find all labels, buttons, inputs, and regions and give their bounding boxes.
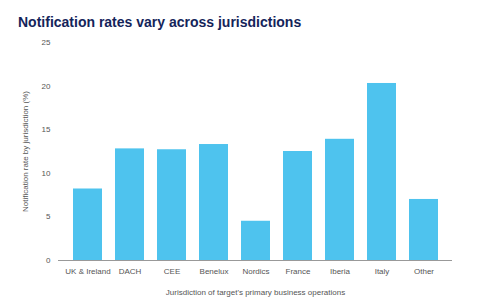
svg-text:10: 10: [42, 169, 51, 178]
svg-text:CEE: CEE: [164, 267, 180, 276]
svg-text:Benelux: Benelux: [200, 267, 229, 276]
svg-text:20: 20: [42, 82, 51, 91]
svg-text:Notification rate by jurisdict: Notification rate by jurisdiction (%): [21, 91, 30, 212]
svg-text:Italy: Italy: [375, 267, 390, 276]
svg-text:DACH: DACH: [119, 267, 142, 276]
svg-text:Other: Other: [414, 267, 434, 276]
svg-text:UK & Ireland: UK & Ireland: [65, 267, 110, 276]
svg-text:Nordics: Nordics: [242, 267, 269, 276]
html-text:Notification rates vary across: Notification rates vary across jurisdict…: [18, 14, 302, 30]
svg-text:25: 25: [42, 38, 51, 47]
svg-text:France: France: [286, 267, 311, 276]
svg-text:Iberia: Iberia: [330, 267, 351, 276]
svg-text:Jurisdiction of target's prima: Jurisdiction of target's primary busines…: [166, 288, 345, 297]
svg-text:15: 15: [42, 125, 51, 134]
svg-text:0: 0: [46, 256, 51, 265]
svg-text:5: 5: [46, 212, 51, 221]
